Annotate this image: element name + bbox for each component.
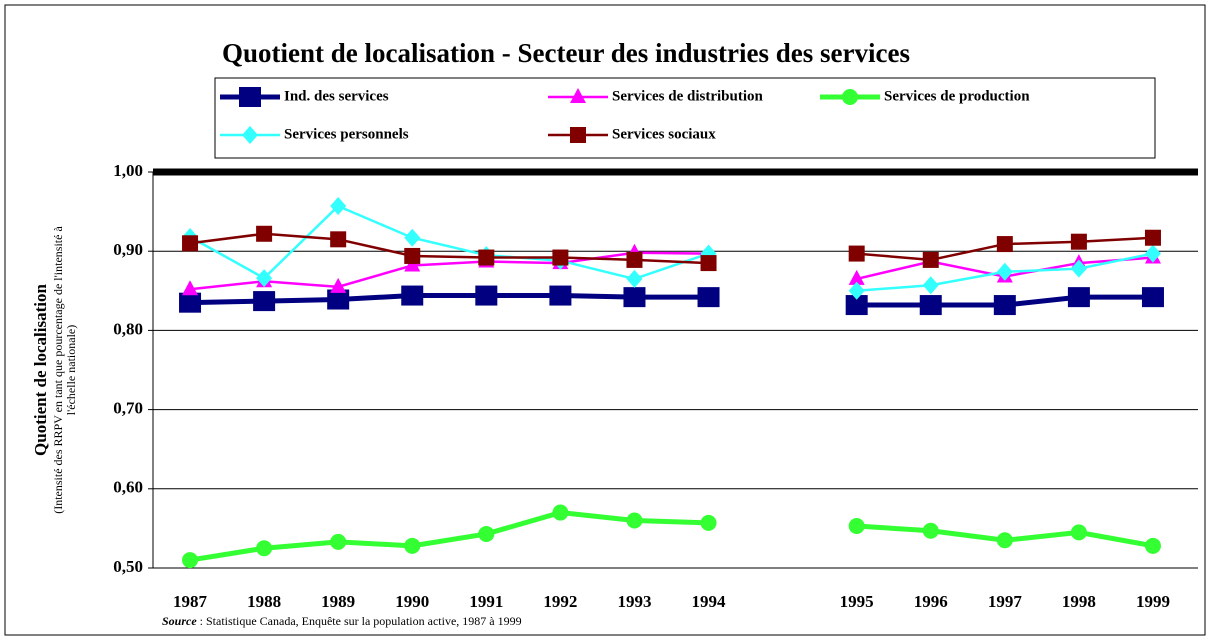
point	[626, 512, 643, 529]
point	[848, 245, 865, 262]
x-tick-label: 1993	[617, 592, 651, 611]
point	[330, 533, 347, 550]
frame	[4, 4, 1206, 636]
point	[996, 532, 1013, 549]
legend-label: Services sociaux	[612, 126, 716, 142]
legend-marker	[842, 89, 858, 105]
point	[993, 295, 1016, 316]
y-tick-label: 0,80	[113, 319, 143, 338]
point	[330, 197, 347, 216]
y-axis-note: l'échelle nationale)	[64, 325, 78, 415]
point	[1141, 287, 1164, 308]
y-tick-label: 0,50	[113, 557, 143, 576]
x-tick-label: 1996	[914, 592, 948, 611]
point	[552, 249, 569, 266]
x-tick-label: 1994	[692, 592, 727, 611]
x-tick-label: 1998	[1062, 592, 1096, 611]
x-tick-label: 1990	[395, 592, 429, 611]
y-tick-label: 1,00	[113, 161, 143, 180]
point	[1070, 259, 1087, 278]
point	[256, 540, 273, 557]
y-tick-label: 0,60	[113, 478, 143, 497]
point	[623, 287, 646, 308]
point	[626, 269, 643, 288]
source-label: Source	[162, 614, 197, 628]
x-tick-label: 1989	[321, 592, 355, 611]
point	[922, 251, 939, 268]
point	[404, 228, 421, 247]
point	[401, 285, 424, 306]
series-line	[189, 251, 709, 291]
point	[253, 291, 276, 312]
point	[848, 281, 865, 300]
series-line	[189, 204, 709, 281]
legend-marker	[242, 126, 258, 144]
point	[404, 256, 421, 272]
point	[549, 285, 572, 306]
legend-marker	[570, 127, 586, 143]
point	[404, 537, 421, 554]
point	[327, 289, 350, 310]
x-tick-label: 1987	[173, 592, 208, 611]
legend-label: Services de distribution	[612, 88, 763, 104]
legend-box	[214, 77, 1156, 159]
point	[700, 255, 717, 272]
point	[845, 295, 868, 316]
y-axis-label: Quotient de localisation	[31, 284, 50, 456]
y-axis-note: (Intensité des RRPV en tant que pourcent…	[51, 226, 65, 514]
y-tick-label: 0,70	[113, 399, 143, 418]
legend-label: Services de production	[884, 88, 1030, 104]
source: Source : Statistique Canada, Enquête sur…	[162, 614, 522, 628]
x-tick-label: 1997	[988, 592, 1023, 611]
point	[1067, 287, 1090, 308]
point	[848, 518, 865, 535]
series-line	[189, 510, 709, 563]
point	[182, 235, 199, 252]
point	[478, 249, 495, 266]
chart-title: Quotient de localisation - Secteur des i…	[222, 38, 910, 68]
point	[996, 262, 1013, 281]
legend-label: Ind. des services	[284, 88, 389, 104]
point	[182, 552, 199, 569]
point	[1144, 229, 1161, 246]
point	[1144, 537, 1161, 554]
point	[330, 277, 347, 293]
point	[182, 280, 199, 296]
point	[179, 292, 202, 313]
point	[697, 287, 720, 308]
x-tick-label: 1988	[247, 592, 281, 611]
x-tick-label: 1999	[1136, 592, 1170, 611]
series-line	[189, 232, 709, 265]
source-text: : Statistique Canada, Enquête sur la pop…	[197, 614, 522, 628]
point	[478, 525, 495, 542]
point	[848, 269, 865, 285]
point	[996, 236, 1013, 253]
series-line	[189, 293, 709, 306]
point	[256, 269, 273, 288]
legend-marker	[570, 88, 586, 103]
y-tick-label: 0,90	[113, 240, 143, 259]
x-tick-label: 1991	[469, 592, 503, 611]
point	[922, 522, 939, 539]
x-tick-label: 1995	[840, 592, 874, 611]
point	[475, 285, 498, 306]
point	[256, 225, 273, 242]
point	[330, 231, 347, 248]
point	[552, 504, 569, 521]
point	[1070, 233, 1087, 250]
point	[404, 247, 421, 264]
point	[1144, 244, 1161, 263]
x-tick-label: 1992	[543, 592, 577, 611]
point	[626, 251, 643, 268]
point	[700, 514, 717, 531]
point	[922, 276, 939, 295]
point	[919, 295, 942, 316]
point	[1070, 524, 1087, 541]
legend-label: Services personnels	[284, 126, 409, 142]
legend-marker	[239, 87, 261, 107]
